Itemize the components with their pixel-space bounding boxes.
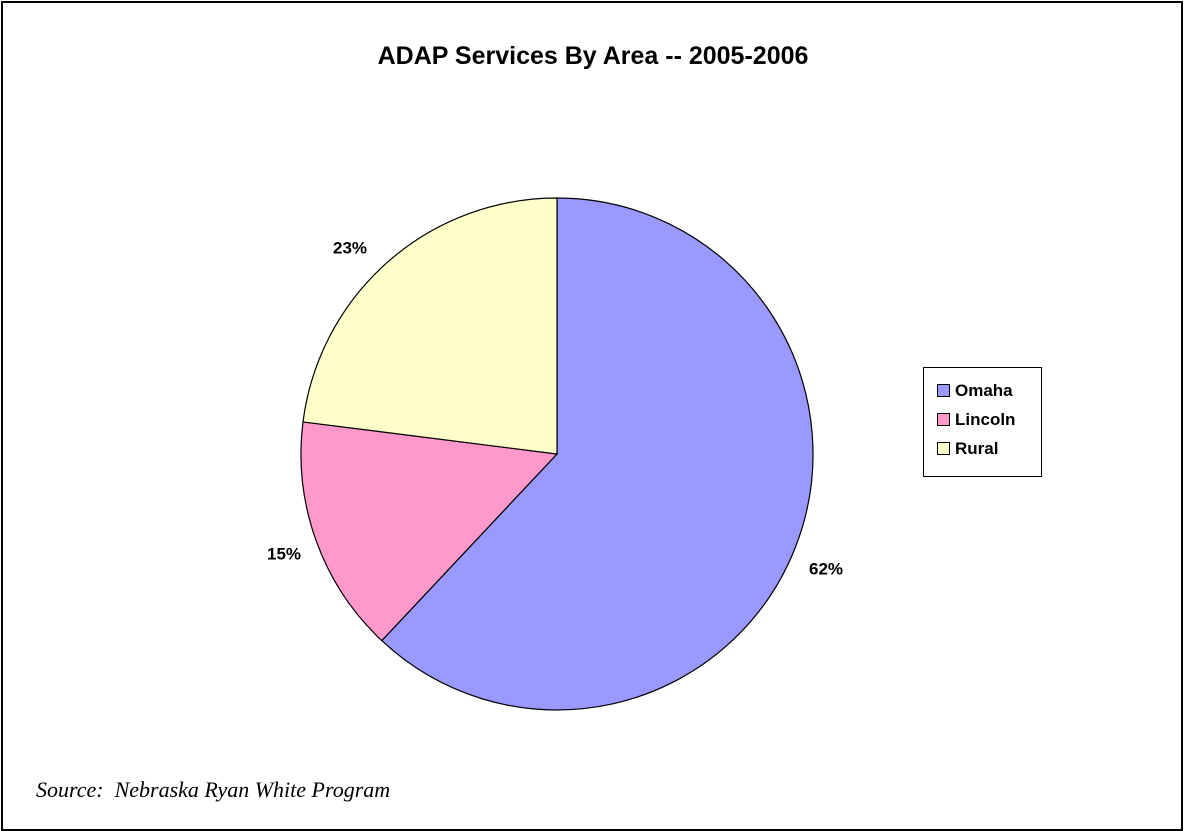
- slice-label-rural: 23%: [333, 238, 367, 257]
- source-note: Source: Nebraska Ryan White Program: [36, 777, 391, 802]
- legend-swatch-omaha: [937, 384, 950, 397]
- legend-label-omaha: Omaha: [955, 380, 1013, 400]
- chart-title: ADAP Services By Area -- 2005-2006: [377, 42, 809, 70]
- legend-item-lincoln: Lincoln: [937, 405, 1041, 434]
- legend-item-rural: Rural: [937, 434, 1041, 463]
- pie-slices: [300, 197, 814, 711]
- legend-swatch-lincoln: [937, 413, 950, 426]
- pie-chart: 62% 15% 23%: [267, 197, 843, 711]
- slice-label-omaha: 62%: [809, 559, 843, 578]
- legend-label-lincoln: Lincoln: [955, 409, 1016, 429]
- pie-slice-omaha: [380, 197, 814, 711]
- legend-label-rural: Rural: [955, 438, 999, 458]
- slice-label-lincoln: 15%: [267, 544, 301, 563]
- legend-swatch-rural: [937, 442, 950, 455]
- legend-item-omaha: Omaha: [937, 376, 1041, 405]
- pie-slice-rural: [302, 197, 558, 455]
- legend: Omaha Lincoln Rural: [923, 367, 1042, 477]
- pie-labels: 62% 15% 23%: [267, 238, 843, 578]
- pie-slice-lincoln: [300, 421, 559, 642]
